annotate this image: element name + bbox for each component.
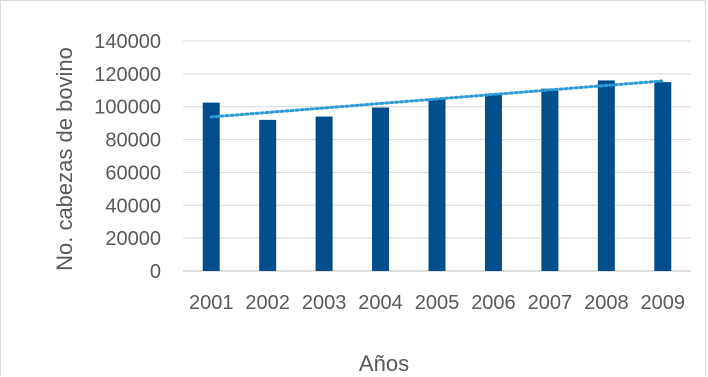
bar (484, 93, 502, 271)
trendline-group (209, 79, 665, 119)
x-axis-label: Años (359, 351, 409, 376)
x-tick-label: 2003 (302, 292, 347, 314)
y-tick-label: 80000 (105, 130, 161, 152)
x-tick-label: 2004 (358, 292, 403, 314)
y-tick-label: 0 (150, 261, 161, 283)
bar (259, 119, 277, 271)
trendline (209, 79, 665, 119)
x-axis-ticks: 2001 2002 2003 2004 2005 2006 2007 2008 2009 (189, 292, 685, 314)
y-tick-label: 40000 (105, 195, 161, 217)
x-tick-label: 2006 (471, 292, 516, 314)
bar (541, 88, 559, 272)
bars (202, 80, 672, 272)
x-tick-label: 2007 (528, 292, 573, 314)
y-axis-label: No. cabezas de bovino (52, 47, 77, 271)
bar (597, 80, 615, 271)
bar (202, 102, 220, 271)
x-tick-label: 2005 (415, 292, 460, 314)
x-tick-label: 2009 (641, 292, 686, 314)
y-tick-label: 120000 (94, 64, 161, 86)
y-tick-label: 20000 (105, 228, 161, 250)
bar (315, 116, 333, 271)
y-tick-label: 60000 (105, 162, 161, 184)
y-tick-label: 100000 (94, 97, 161, 119)
x-tick-label: 2001 (189, 292, 234, 314)
bar (372, 107, 390, 272)
bar (654, 82, 672, 271)
y-tick-label: 140000 (94, 31, 161, 53)
y-axis-ticks: 0 20000 40000 60000 80000 100000 120000 140000 (94, 31, 161, 283)
bar (428, 99, 446, 271)
x-tick-label: 2008 (584, 292, 629, 314)
x-tick-label: 2002 (245, 292, 290, 314)
